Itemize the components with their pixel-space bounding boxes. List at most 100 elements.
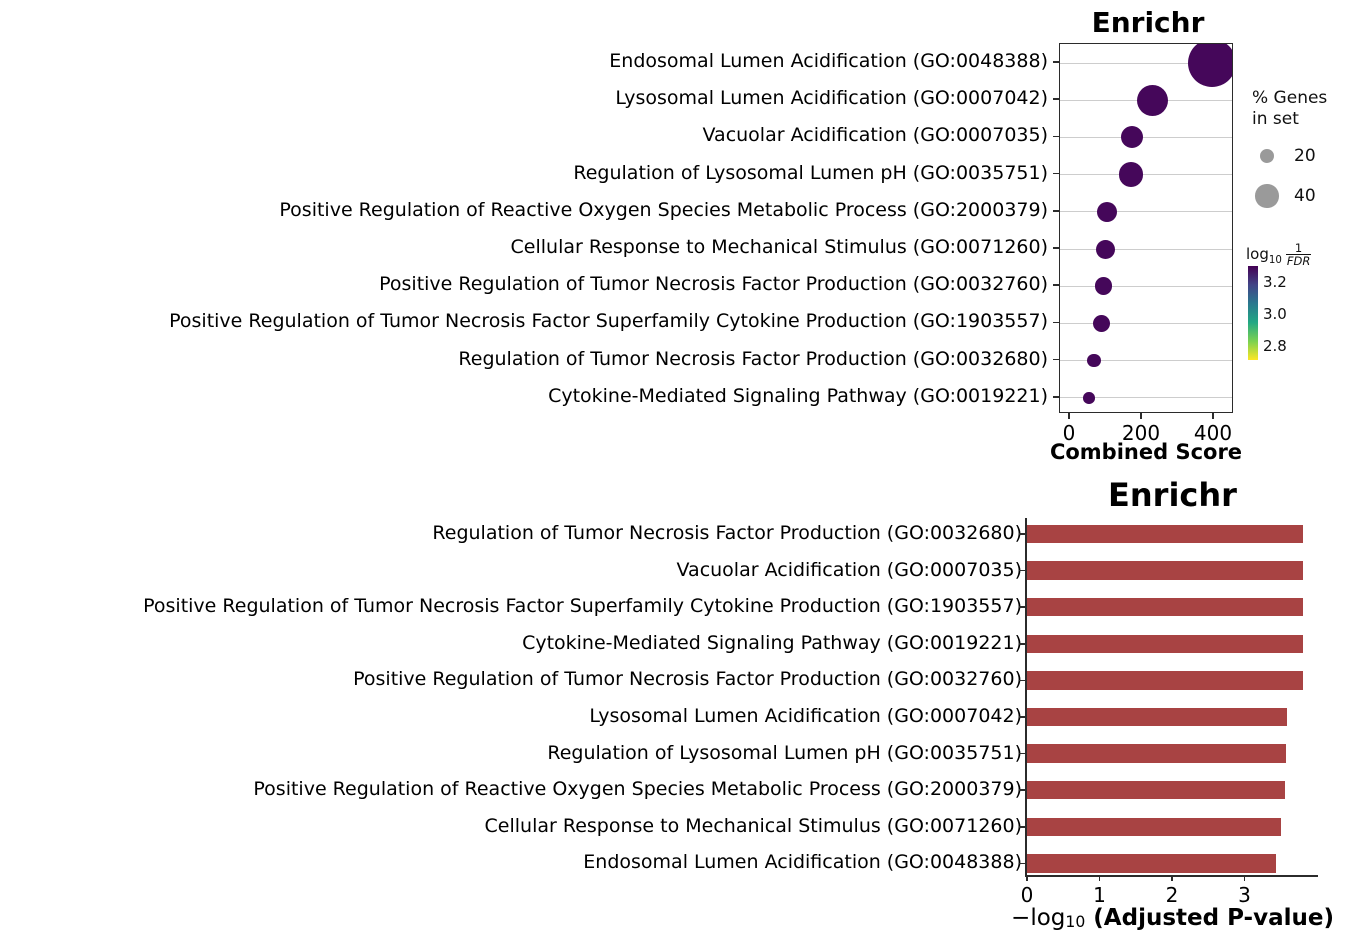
dotplot-x-tick-label: 200	[1121, 421, 1161, 445]
barplot-y-tick	[1019, 643, 1026, 645]
barplot-x-tick-label: 1	[1093, 883, 1106, 907]
barplot-bar	[1027, 671, 1303, 690]
dotplot-x-axis-title: Combined Score	[1049, 440, 1243, 464]
dotplot-bubble	[1120, 126, 1143, 149]
dotplot-x-tick-label: 0	[1062, 421, 1076, 445]
dotplot-category-label: Cellular Response to Mechanical Stimulus…	[510, 236, 1048, 258]
dotplot-x-tick-label: 400	[1193, 421, 1233, 445]
barplot-bar	[1027, 744, 1286, 763]
dotplot-x-tick	[1212, 413, 1214, 419]
colorbar-tick-label: 3.0	[1263, 304, 1287, 323]
barplot-xlabel-sub: 10	[1065, 912, 1086, 931]
barplot-bar	[1027, 780, 1286, 800]
dotplot-category-label: Positive Regulation of Tumor Necrosis Fa…	[379, 273, 1048, 296]
dotplot-gridline	[1060, 397, 1232, 399]
barplot-x-tick	[1243, 875, 1246, 881]
dotplot-category-label: Cytokine-Mediated Signaling Pathway (GO:…	[548, 384, 1048, 407]
dotplot-gridline	[1060, 211, 1232, 213]
size-legend-circle	[1255, 184, 1279, 208]
colorbar-title-fraction: 1 FDR	[1285, 241, 1312, 269]
barplot-y-tick	[1019, 752, 1026, 755]
barplot-x-tick	[1098, 875, 1101, 881]
size-legend-title-line2: in set	[1252, 109, 1299, 129]
dotplot-x-tick	[1068, 413, 1070, 419]
barplot-category-label: Regulation of Lysosomal Lumen pH (GO:003…	[547, 741, 1022, 764]
dotplot-y-tick	[1053, 321, 1059, 324]
barplot-y-tick	[1019, 716, 1026, 718]
barplot-x-axis-title: −log 10 (Adjusted P-value)	[1011, 901, 1334, 931]
barplot-category-label: Regulation of Tumor Necrosis Factor Prod…	[432, 522, 1022, 544]
barplot-bar	[1027, 597, 1303, 617]
barplot-category-label: Cytokine-Mediated Signaling Pathway (GO:…	[522, 631, 1022, 654]
dotplot-bubble	[1188, 44, 1232, 87]
dotplot-bubble	[1096, 239, 1116, 259]
barplot-category-label: Positive Regulation of Tumor Necrosis Fa…	[143, 595, 1022, 618]
barplot-x-tick	[1171, 875, 1173, 881]
dotplot-plot-area	[1059, 43, 1233, 413]
barplot-title: Enrichr	[1108, 476, 1237, 514]
barplot-y-tick	[1019, 533, 1026, 535]
barplot-y-tick	[1019, 862, 1026, 865]
size-legend-title: % Genes in set	[1252, 88, 1327, 130]
barplot-category-label: Cellular Response to Mechanical Stimulus…	[484, 814, 1022, 837]
barplot-bar	[1027, 817, 1282, 837]
dotplot-bubble	[1119, 162, 1144, 187]
dotplot-gridline	[1060, 174, 1232, 176]
barplot-xlabel-log: −log	[1011, 905, 1066, 931]
colorbar-title: log10 1 FDR	[1246, 241, 1312, 271]
size-legend-value: 40	[1294, 186, 1316, 206]
dotplot-category-label: Endosomal Lumen Acidification (GO:004838…	[609, 50, 1048, 72]
barplot-xlabel-bold: (Adjusted P-value)	[1085, 905, 1334, 931]
size-legend-title-line1: % Genes	[1252, 88, 1328, 108]
dotplot-y-tick	[1053, 98, 1059, 100]
dotplot-bubble	[1082, 392, 1095, 404]
barplot-bar	[1027, 634, 1303, 654]
dotplot-gridline	[1060, 248, 1232, 250]
dotplot-gridline	[1060, 360, 1232, 362]
dotplot-category-label: Vacuolar Acidification (GO:0007035)	[702, 124, 1048, 147]
barplot-x-tick	[1026, 875, 1028, 881]
barplot-y-tick	[1019, 789, 1026, 791]
barplot-x-tick-label: 2	[1165, 883, 1179, 907]
barplot-x-tick-label: 0	[1020, 883, 1034, 907]
barplot-category-label: Positive Regulation of Reactive Oxygen S…	[253, 778, 1022, 801]
dotplot-y-tick	[1053, 172, 1059, 175]
colorbar-frac-numerator: 1	[1294, 241, 1303, 255]
dotplot-y-tick	[1053, 358, 1059, 361]
colorbar-tick-label: 2.8	[1263, 336, 1287, 355]
barplot-y-tick	[1019, 679, 1026, 682]
barplot-bar	[1027, 854, 1277, 873]
barplot-bar	[1027, 707, 1287, 727]
dotplot-y-tick	[1053, 135, 1059, 138]
barplot-x-tick-label: 3	[1238, 883, 1251, 907]
size-legend-value: 20	[1294, 146, 1316, 166]
colorbar-tick-label: 3.2	[1263, 272, 1287, 291]
dotplot-y-tick	[1053, 396, 1059, 398]
barplot-category-label: Lysosomal Lumen Acidification (GO:000704…	[589, 705, 1022, 727]
dotplot-gridline	[1060, 136, 1232, 138]
colorbar-title-log: log	[1246, 245, 1269, 264]
barplot-category-label: Vacuolar Acidification (GO:0007035)	[676, 558, 1022, 581]
barplot-y-tick	[1019, 826, 1026, 828]
dotplot-y-tick	[1053, 284, 1059, 286]
colorbar-title-sub: 10	[1268, 255, 1282, 267]
barplot-category-label: Endosomal Lumen Acidification (GO:004838…	[583, 851, 1022, 874]
dotplot-bubble	[1137, 84, 1169, 116]
dotplot-category-label: Positive Regulation of Reactive Oxygen S…	[279, 198, 1048, 221]
barplot-bar	[1027, 524, 1303, 544]
dotplot-bubble	[1092, 314, 1110, 333]
barplot-bar	[1027, 561, 1303, 580]
dotplot-bubble	[1094, 277, 1113, 295]
dotplot-category-label: Regulation of Lysosomal Lumen pH (GO:003…	[573, 161, 1048, 184]
dotplot-gridline	[1060, 322, 1232, 324]
size-legend-circle	[1259, 148, 1275, 164]
colorbar-gradient	[1248, 266, 1258, 360]
dotplot-y-tick	[1053, 61, 1059, 63]
dotplot-x-tick	[1140, 413, 1142, 419]
barplot-bottom-spine	[1025, 875, 1318, 877]
dotplot-y-tick	[1053, 210, 1059, 212]
dotplot-bubble	[1097, 201, 1118, 222]
barplot-category-label: Positive Regulation of Tumor Necrosis Fa…	[353, 668, 1022, 691]
colorbar-frac-denominator: FDR	[1285, 254, 1312, 269]
